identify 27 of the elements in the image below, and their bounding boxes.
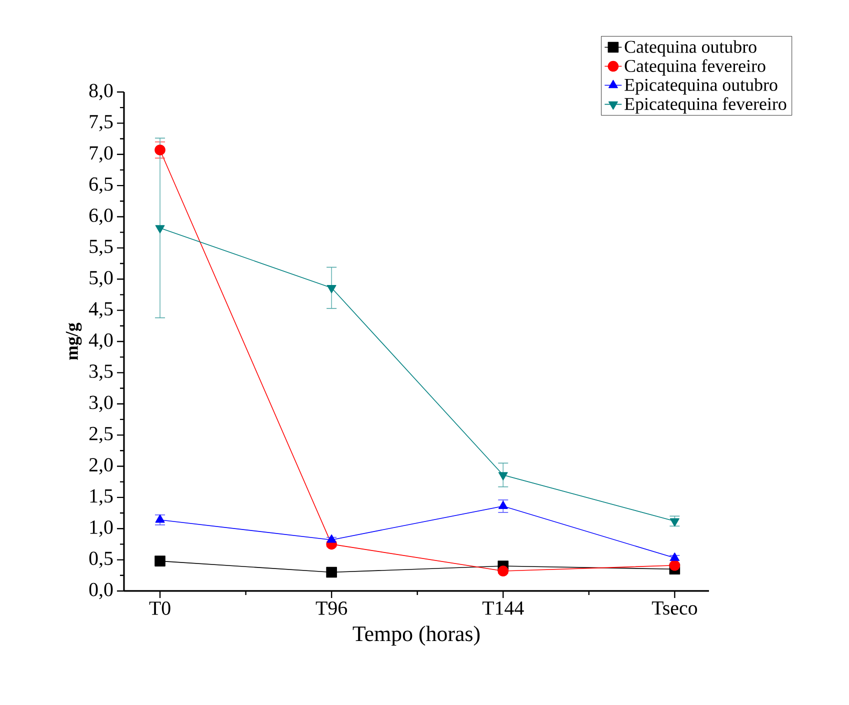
- y-tick-label: 0,0: [89, 582, 113, 600]
- x-tick-label: T0: [149, 602, 170, 615]
- y-tick-label: 5,5: [90, 240, 113, 256]
- legend-label: Catequina outubro: [624, 40, 756, 57]
- y-tick-label: 5,0: [90, 270, 113, 288]
- x-tick-label: T144: [482, 602, 524, 615]
- x-tick-label: T96: [316, 602, 348, 615]
- y-tick-label: 8,0: [89, 84, 113, 100]
- y-tick-label: 0,5: [89, 552, 113, 568]
- y-tick-label: 7,0: [90, 146, 113, 163]
- y-tick-label: 7,5: [90, 115, 113, 132]
- y-tick-label: 1,0: [90, 520, 113, 537]
- y-tick-label: 3,5: [90, 364, 113, 381]
- legend-label: Epicatequina fevereiro: [624, 97, 786, 114]
- x-tick-label: Tseco: [652, 602, 698, 615]
- y-tick-label: 4,5: [88, 302, 113, 318]
- y-tick-label: 1,5: [90, 489, 113, 506]
- y-tick-label: 3,0: [90, 396, 113, 412]
- x-axis-title: Tempo (horas): [352, 626, 480, 646]
- legend-label: Epicatequina outubro: [624, 78, 778, 95]
- y-axis-title: mg/g: [66, 322, 82, 360]
- y-tick-label: 6,5: [89, 177, 113, 194]
- y-tick-label: 4,0: [88, 333, 113, 350]
- y-tick-label: 2,5: [89, 426, 113, 444]
- y-tick-label: 2,0: [89, 458, 113, 474]
- legend-label: Catequina fevereiro: [624, 59, 766, 76]
- y-tick-label: 6,0: [89, 208, 113, 225]
